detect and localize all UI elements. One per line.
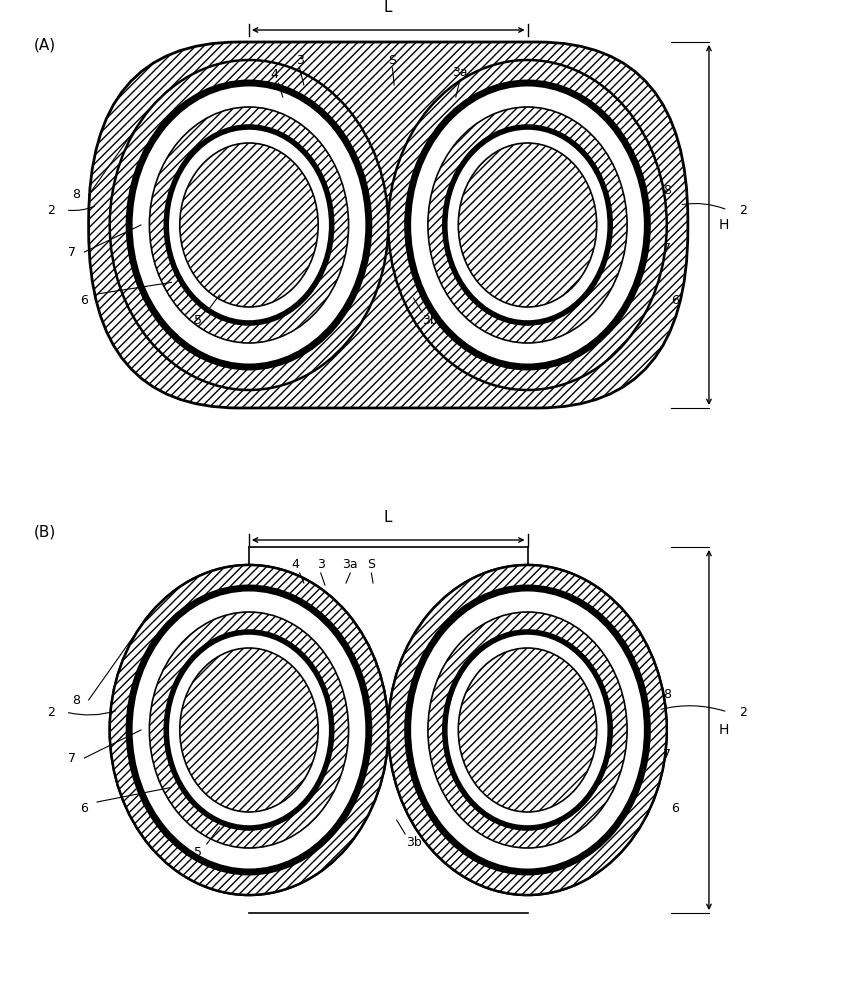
Text: 2: 2 bbox=[46, 706, 55, 718]
Circle shape bbox=[166, 127, 332, 323]
Text: 3a: 3a bbox=[452, 66, 468, 79]
Text: 3b: 3b bbox=[406, 836, 421, 848]
Text: 7: 7 bbox=[68, 245, 76, 258]
Text: 3b: 3b bbox=[423, 314, 438, 326]
Text: S: S bbox=[367, 558, 376, 572]
Text: 3: 3 bbox=[295, 53, 304, 66]
Circle shape bbox=[149, 612, 349, 848]
Circle shape bbox=[149, 107, 349, 343]
Circle shape bbox=[166, 632, 332, 828]
Text: 8: 8 bbox=[663, 688, 671, 702]
Circle shape bbox=[428, 107, 627, 343]
Text: 6: 6 bbox=[671, 802, 679, 814]
Text: 8: 8 bbox=[663, 184, 671, 196]
Text: 8: 8 bbox=[72, 694, 80, 706]
Text: 8: 8 bbox=[72, 188, 80, 202]
Text: L: L bbox=[384, 0, 392, 15]
Circle shape bbox=[408, 588, 647, 872]
Text: 5: 5 bbox=[194, 314, 203, 326]
Circle shape bbox=[408, 83, 647, 367]
Text: 2: 2 bbox=[738, 204, 747, 217]
Text: (B): (B) bbox=[34, 524, 56, 540]
Circle shape bbox=[129, 588, 369, 872]
Text: 3a: 3a bbox=[343, 558, 358, 572]
Circle shape bbox=[445, 127, 610, 323]
Text: 7: 7 bbox=[68, 752, 76, 764]
Text: 6: 6 bbox=[671, 294, 679, 306]
Circle shape bbox=[129, 83, 369, 367]
Circle shape bbox=[458, 143, 597, 307]
Circle shape bbox=[110, 565, 388, 895]
Text: 5: 5 bbox=[194, 846, 203, 858]
Circle shape bbox=[445, 632, 610, 828]
Text: 6: 6 bbox=[80, 802, 89, 814]
Circle shape bbox=[180, 143, 318, 307]
Text: 4: 4 bbox=[270, 68, 279, 82]
FancyBboxPatch shape bbox=[89, 42, 688, 408]
Text: H: H bbox=[719, 723, 729, 737]
Text: H: H bbox=[719, 218, 729, 232]
Text: 7: 7 bbox=[663, 748, 671, 760]
Text: 2: 2 bbox=[738, 706, 747, 718]
Circle shape bbox=[388, 60, 667, 390]
Text: 2: 2 bbox=[46, 204, 55, 217]
Text: 4: 4 bbox=[291, 558, 300, 572]
Circle shape bbox=[110, 565, 388, 895]
Text: (A): (A) bbox=[34, 37, 56, 52]
Text: L: L bbox=[384, 510, 392, 525]
Text: 7: 7 bbox=[663, 241, 671, 254]
Circle shape bbox=[428, 612, 627, 848]
Circle shape bbox=[110, 60, 388, 390]
Circle shape bbox=[458, 648, 597, 812]
Circle shape bbox=[388, 565, 667, 895]
Text: 6: 6 bbox=[80, 294, 89, 306]
Circle shape bbox=[180, 648, 318, 812]
Text: 3: 3 bbox=[316, 558, 325, 572]
Text: S: S bbox=[388, 53, 397, 66]
Circle shape bbox=[388, 565, 667, 895]
